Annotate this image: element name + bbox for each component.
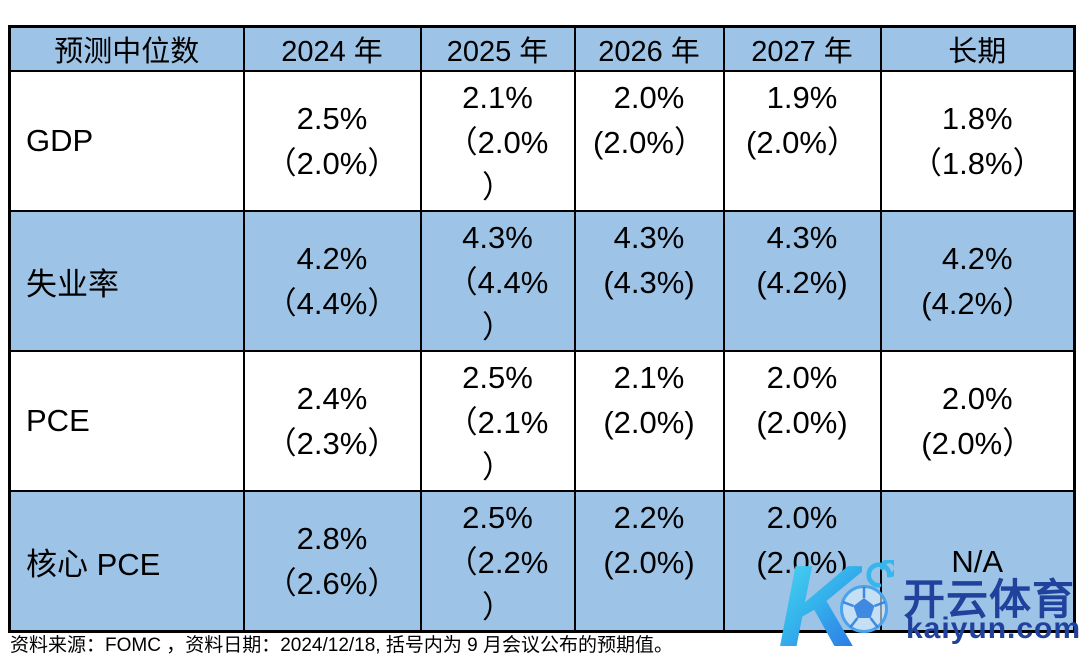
table-header-row: 预测中位数 2024 年 2025 年 2026 年 2027 年长期	[8, 25, 1076, 72]
column-header-4: 2027 年	[722, 25, 882, 72]
source-note: 资料来源：FOMC ，资料日期：2024/12/18, 括号内为 9 月会议公布…	[10, 635, 673, 656]
cell-line: 2.2%	[613, 500, 685, 535]
cell-line: （2.6%）	[265, 566, 399, 601]
cell-line: ）	[482, 170, 513, 205]
cell-line: 2.5%	[462, 360, 533, 395]
cell-line: （2.0%	[446, 125, 549, 160]
value-cell: 1.8% （1.8%）	[879, 70, 1076, 212]
row-label: PCE	[8, 350, 245, 492]
column-header-2: 2025 年	[419, 25, 576, 72]
cell-line: (4.2%)	[756, 265, 848, 300]
cell-line: （2.3%）	[265, 426, 399, 461]
cell-line: 4.3%	[766, 220, 838, 255]
value-cell: 2.0% (2.0%）	[879, 350, 1076, 492]
value-cell: N/A	[879, 490, 1076, 633]
table-row: 核心 PCE 2.8% （2.6%） 2.5% （2.2%） 2.2% (2.0%) 2.0%…	[8, 490, 1076, 633]
cell-line: (2.0%）	[921, 426, 1034, 461]
cell-line: (2.0%)	[756, 545, 848, 580]
cell-line: 4.2%	[941, 241, 1013, 276]
column-header-3: 2026 年	[573, 25, 725, 72]
value-cell: 4.3% （4.4% ）	[419, 210, 576, 352]
value-cell: 2.2% (2.0%)	[573, 490, 725, 633]
cell-line: （2.2%	[446, 545, 549, 580]
value-cell: 4.2% （4.4%）	[242, 210, 422, 352]
cell-line: （2.0%）	[265, 146, 399, 181]
cell-line: （1.8%）	[910, 146, 1044, 181]
row-label: 核心 PCE	[8, 490, 245, 633]
value-cell: 2.0% (2.0%)	[722, 350, 882, 492]
value-cell: 2.5% （2.0%）	[242, 70, 422, 212]
row-label: GDP	[8, 70, 245, 212]
column-header-0: 预测中位数	[8, 25, 245, 72]
value-cell: 2.1% （2.0% ）	[419, 70, 576, 212]
value-cell: 2.1% (2.0%)	[573, 350, 725, 492]
table-row: 失业率 4.2% （4.4%） 4.3% （4.4%） 4.3% (4.3%) 4.3% (4.…	[8, 210, 1076, 352]
cell-line: N/A	[951, 543, 1004, 579]
cell-line: 2.5%	[296, 101, 368, 136]
cell-line: ）	[482, 450, 513, 485]
cell-line: 4.2%	[296, 241, 368, 276]
cell-line: （4.4%）	[265, 286, 399, 321]
cell-line: ）	[482, 310, 513, 345]
value-cell: 4.3% (4.2%)	[722, 210, 882, 352]
cell-line: 1.9%	[766, 80, 838, 115]
cell-line: 2.8%	[296, 521, 368, 556]
cell-line: ）	[482, 590, 513, 625]
value-cell: 1.9% (2.0%）	[722, 70, 882, 212]
cell-line: (2.0%)	[603, 545, 695, 580]
value-cell: 2.5% （2.1% ）	[419, 350, 576, 492]
cell-line: （4.4%	[446, 265, 549, 300]
cell-line: 4.3%	[462, 220, 533, 255]
cell-line: (4.2%）	[921, 286, 1034, 321]
cell-line: (2.0%）	[746, 125, 858, 160]
cell-line: 2.5%	[462, 500, 533, 535]
value-cell: 2.4% （2.3%）	[242, 350, 422, 492]
cell-line: 2.0%	[941, 381, 1013, 416]
cell-line: (2.0%)	[756, 405, 848, 440]
value-cell: 2.0% (2.0%)	[722, 490, 882, 633]
cell-line: (2.0%）	[593, 125, 705, 160]
cell-line: 1.8%	[941, 101, 1013, 136]
table-row: GDP 2.5% （2.0%） 2.1% （2.0%） 2.0% (2.0%） 1.9% (2.…	[8, 70, 1076, 212]
cell-line: (2.0%)	[603, 405, 695, 440]
cell-line: 2.1%	[613, 360, 685, 395]
cell-line: 2.1%	[462, 80, 533, 115]
cell-line: 2.0%	[766, 360, 838, 395]
fomc-projections-table: 预测中位数 2024 年 2025 年 2026 年 2027 年长期 GDP 2.5% （…	[8, 25, 1076, 633]
column-header-5: 长期	[879, 25, 1076, 72]
value-cell: 2.5% （2.2% ）	[419, 490, 576, 633]
cell-line: (4.3%)	[603, 265, 695, 300]
cell-line: 4.3%	[613, 220, 685, 255]
value-cell: 2.0% (2.0%）	[573, 70, 725, 212]
value-cell: 2.8% （2.6%）	[242, 490, 422, 633]
row-label: 失业率	[8, 210, 245, 352]
value-cell: 4.2% (4.2%）	[879, 210, 1076, 352]
value-cell: 4.3% (4.3%)	[573, 210, 725, 352]
cell-line: 2.0%	[613, 80, 685, 115]
cell-line: 2.4%	[296, 381, 368, 416]
cell-line: 2.0%	[766, 500, 838, 535]
column-header-1: 2024 年	[242, 25, 422, 72]
table-row: PCE 2.4% （2.3%） 2.5% （2.1% ） 2.1% (2.0%) 2.0% (2.…	[8, 350, 1076, 492]
cell-line: （2.1%	[446, 405, 549, 440]
